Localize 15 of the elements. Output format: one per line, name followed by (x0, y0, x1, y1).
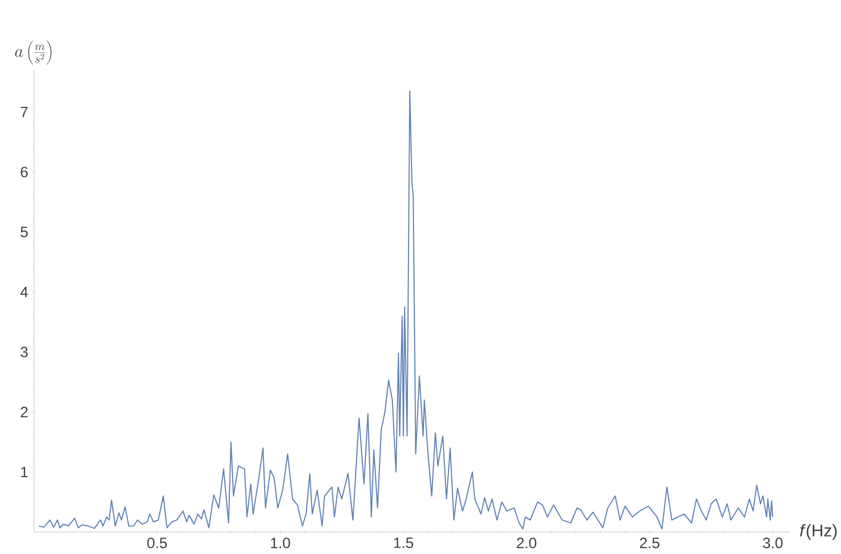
x-tick-label: 1.0 (271, 538, 290, 548)
x-tick-label: 0.5 (147, 538, 167, 548)
y-tick-label: 6 (20, 166, 28, 178)
x-tick-label: 3.0 (762, 538, 783, 548)
x-tick-label: 2.5 (640, 538, 660, 548)
y-tick-label: 7 (20, 106, 28, 118)
x-tick-label: 1.5 (394, 538, 414, 548)
y-tick-label: 1 (21, 466, 28, 478)
x-axis-title: f(Hz) (800, 524, 837, 540)
y-tick-label: 5 (20, 226, 28, 238)
y-tick-label: 3 (20, 346, 28, 358)
y-tick-label: 4 (20, 286, 28, 298)
y-tick-label: 2 (20, 406, 28, 418)
x-tick-label: 2.0 (516, 538, 536, 548)
y-axis-title: $a\left(\frac{m}{s^{2}}\right)$ (15, 40, 52, 64)
